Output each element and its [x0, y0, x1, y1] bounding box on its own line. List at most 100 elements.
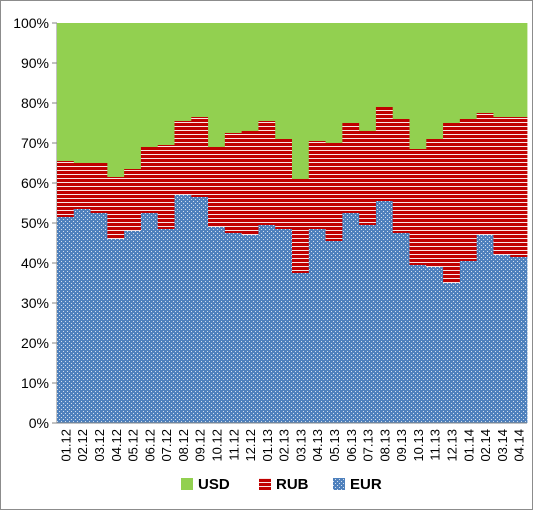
x-tick-label: 10.12	[209, 429, 224, 462]
legend: USD RUB EUR	[181, 476, 382, 493]
bar-rub-01.14	[459, 119, 478, 261]
bar-usd-06.13	[342, 23, 360, 123]
bar-rub-09.12	[191, 117, 209, 197]
bar-usd-04.12	[107, 23, 125, 177]
bar-rub-08.12	[174, 121, 192, 195]
x-tick-label: 06.13	[344, 429, 359, 462]
bar-eur-10.13	[409, 265, 427, 423]
bar-usd-05.12	[124, 23, 142, 169]
bar-rub-06.13	[342, 123, 360, 213]
bar-rub-07.12	[157, 145, 175, 229]
bar-usd-07.13	[359, 23, 377, 131]
x-tick-label: 04.14	[512, 429, 527, 462]
bar-eur-04.12	[107, 239, 125, 423]
y-tick-label: 50%	[21, 215, 49, 231]
bar-eur-01.13	[258, 225, 276, 423]
x-tick-label: 09.12	[193, 429, 208, 462]
bar-rub-07.13	[359, 131, 377, 225]
legend-swatch-usd	[181, 478, 193, 490]
y-tick-label: 90%	[21, 55, 49, 71]
bar-rub-05.13	[325, 143, 343, 241]
x-tick-label: 11.13	[428, 429, 443, 461]
bar-usd-02.13	[275, 23, 293, 139]
bar-usd-12.13	[443, 23, 461, 123]
bar-usd-03.13	[292, 23, 310, 179]
x-tick-label: 04.12	[109, 429, 124, 462]
y-tick-label: 30%	[21, 295, 49, 311]
bar-eur-01.12	[57, 217, 75, 423]
bar-usd-08.13	[375, 23, 394, 107]
x-tick-label: 05.13	[327, 429, 342, 462]
bar-rub-02.12	[73, 163, 91, 209]
bar-usd-07.12	[157, 23, 175, 145]
bar-rub-04.14	[510, 117, 528, 257]
bar-usd-12.12	[241, 23, 259, 131]
x-tick-label: 02.14	[478, 429, 493, 462]
x-tick-label: 11.12	[226, 429, 241, 461]
bar-rub-02.14	[476, 113, 494, 235]
bar-eur-09.13	[392, 233, 410, 423]
y-tick-label: 40%	[21, 255, 49, 271]
x-tick-label: 06.12	[142, 429, 157, 462]
bar-rub-12.12	[241, 131, 259, 235]
bar-rub-10.12	[208, 147, 226, 227]
bar-rub-05.12	[124, 169, 142, 231]
bar-rub-03.12	[90, 163, 108, 213]
x-tick-label: 01.14	[461, 429, 476, 462]
bar-rub-09.13	[392, 119, 410, 233]
x-tick-label: 03.12	[92, 429, 107, 462]
y-tick-label: 80%	[21, 95, 49, 111]
bar-usd-09.13	[392, 23, 410, 119]
bar-usd-03.12	[90, 23, 108, 163]
bar-usd-02.14	[476, 23, 494, 113]
bar-usd-10.12	[208, 23, 226, 147]
bar-eur-10.12	[208, 227, 226, 423]
bar-rub-04.13	[308, 141, 326, 229]
bar-rub-06.12	[140, 147, 159, 213]
bar-eur-01.14	[459, 261, 478, 423]
bar-eur-05.12	[124, 231, 142, 423]
bar-eur-08.13	[375, 201, 394, 423]
x-tick-label: 03.13	[293, 429, 308, 462]
bar-usd-03.14	[493, 23, 511, 117]
bar-rub-10.13	[409, 149, 427, 265]
bar-rub-04.12	[107, 177, 125, 239]
x-tick-label: 05.12	[126, 429, 141, 462]
bar-rub-11.12	[224, 133, 243, 233]
bar-eur-12.13	[443, 283, 461, 423]
x-tick-label: 07.13	[361, 429, 376, 462]
x-tick-label: 01.13	[260, 429, 275, 462]
bar-usd-11.13	[426, 23, 444, 139]
bar-usd-01.13	[258, 23, 276, 121]
bar-rub-12.13	[443, 123, 461, 283]
x-tick-label: 07.12	[159, 429, 174, 462]
bar-usd-09.12	[191, 23, 209, 117]
x-tick-label: 01.12	[58, 429, 73, 462]
y-tick-label: 0%	[29, 415, 49, 431]
bar-eur-05.13	[325, 241, 343, 423]
bar-eur-06.13	[342, 213, 360, 423]
bar-usd-04.13	[308, 23, 326, 141]
x-tick-label: 12.13	[444, 429, 459, 462]
legend-swatch-eur	[333, 478, 345, 490]
bar-usd-02.12	[73, 23, 91, 163]
bar-usd-04.14	[510, 23, 528, 117]
legend-label-eur: EUR	[350, 476, 382, 493]
bar-rub-02.13	[275, 139, 293, 229]
bar-eur-07.13	[359, 225, 377, 423]
bar-eur-04.14	[510, 257, 528, 423]
bar-eur-08.12	[174, 195, 192, 423]
y-tick-label: 10%	[21, 375, 49, 391]
bar-usd-01.14	[459, 23, 478, 119]
bar-rub-03.14	[493, 117, 511, 255]
legend-label-usd: USD	[198, 476, 230, 493]
y-tick-label: 70%	[21, 135, 49, 151]
x-tick-label: 09.13	[394, 429, 409, 462]
x-tick-label: 08.13	[377, 429, 392, 462]
x-tick-label: 04.13	[310, 429, 325, 462]
bar-rub-03.13	[292, 179, 310, 273]
y-tick-label: 100%	[13, 15, 49, 31]
bar-usd-08.12	[174, 23, 192, 121]
